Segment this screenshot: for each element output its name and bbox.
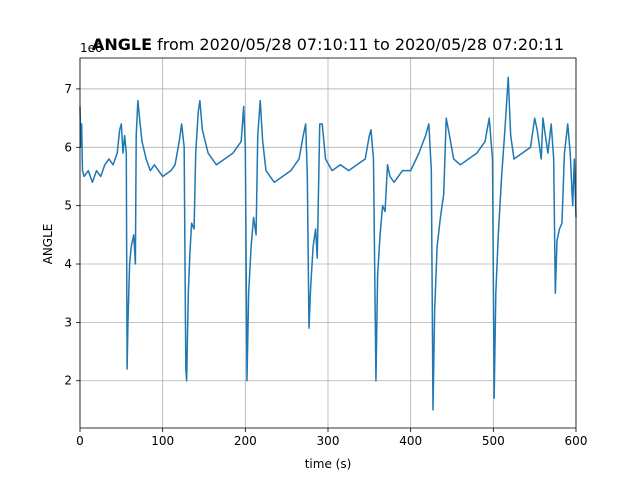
- title-bold: ANGLE: [92, 35, 152, 54]
- plot-frame: [79, 57, 577, 429]
- x-tick-label: 200: [234, 434, 257, 448]
- y-tick-label: 6: [64, 140, 72, 154]
- x-tick-label: 400: [399, 434, 422, 448]
- x-tick-label: 100: [151, 434, 174, 448]
- y-tick-label: 2: [64, 374, 72, 388]
- data-line: [79, 76, 577, 411]
- title-rest: from 2020/05/28 07:10:11 to 2020/05/28 0…: [157, 35, 564, 54]
- y-tick-label: 5: [64, 199, 72, 213]
- y-offset-text: 1e6: [80, 41, 103, 55]
- y-tick-label: 4: [64, 257, 72, 271]
- chart-title: ANGLE from 2020/05/28 07:10:11 to 2020/0…: [92, 35, 564, 54]
- x-tick-label: 600: [565, 434, 588, 448]
- x-tick-label: 300: [317, 434, 340, 448]
- y-axis-label: ANGLE: [41, 224, 55, 265]
- x-tick-label: 500: [482, 434, 505, 448]
- x-tick-label: 0: [76, 434, 84, 448]
- y-tick-label: 3: [64, 315, 72, 329]
- x-axis-label: time (s): [305, 457, 352, 471]
- y-tick-label: 7: [64, 82, 72, 96]
